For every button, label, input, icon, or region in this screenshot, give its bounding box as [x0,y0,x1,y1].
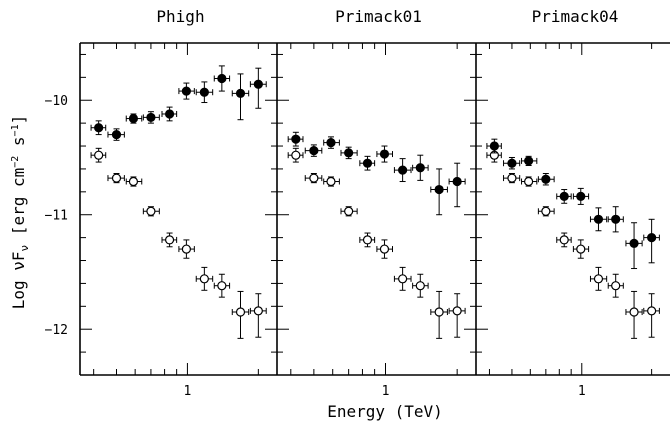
data-point-open [593,274,604,284]
data-point-open [362,235,373,245]
data-point-open [415,281,425,291]
data-point-filled [128,113,139,124]
data-point-filled [181,86,191,96]
panel-3: Primack04 1 [475,7,670,399]
data-point-open [611,281,621,291]
data-point-open [647,306,657,316]
y-tick-label: −11 [45,209,68,224]
y-tick-label: −10 [45,94,68,109]
data-point-filled [309,146,319,156]
data-point-filled [217,73,227,84]
panel-title: Primack01 [335,7,422,26]
data-point-filled [344,148,354,158]
data-point-filled [146,112,156,123]
data-point-open [344,206,354,216]
panel-title: Primack04 [532,7,619,26]
data-point-filled [398,165,408,175]
data-point-open [253,306,263,316]
data-point-filled [253,79,263,89]
y-tick-label: −12 [45,323,68,338]
panel-2: Primack01 1 [276,7,476,399]
data-point-open [507,173,517,183]
data-point-filled [199,87,209,97]
data-point-open [541,206,551,216]
x-tick-label: 1 [382,384,390,399]
data-point-open [199,274,209,284]
data-point-open [111,173,122,183]
data-point-open [559,235,569,245]
data-point-filled [489,141,499,151]
data-point-filled [362,158,373,168]
data-point-open [94,150,104,160]
data-point-open [326,176,336,187]
data-point-filled [326,138,336,148]
data-point-open [309,173,319,183]
data-point-open [524,176,534,187]
data-point-open [181,244,191,254]
y-axis-label: Log νFν [erg cm−2 s−1] [9,115,31,310]
x-tick-label: 1 [184,384,192,399]
data-point-open [629,307,639,317]
data-point-filled [559,191,569,202]
data-point-filled [576,191,586,202]
data-point-open [434,307,444,317]
x-axis-label: Energy (TeV) [327,402,443,421]
data-point-filled [434,184,444,195]
data-point-filled [379,149,390,159]
panel-1: Phigh 1 −10 −11 −12 [45,7,277,399]
data-point-filled [94,123,104,133]
data-point-filled [541,174,551,184]
data-point-filled [629,238,639,248]
data-point-filled [611,214,621,224]
data-point-open [379,244,390,254]
data-point-filled [507,158,517,168]
data-point-filled [524,156,534,166]
data-point-filled [452,176,462,187]
data-point-open [217,281,227,291]
x-tick-label: 1 [578,384,586,399]
data-point-filled [235,88,246,98]
data-point-open [235,307,246,317]
data-point-open [398,274,408,284]
data-point-open [291,150,301,160]
data-point-filled [111,129,122,140]
data-point-open [164,235,175,245]
data-point-open [146,206,156,216]
data-point-open [128,176,139,187]
data-point-filled [164,109,175,119]
data-point-filled [291,134,301,144]
data-point-filled [593,214,604,224]
data-point-open [576,244,586,254]
panel-title: Phigh [156,7,204,26]
data-point-filled [647,233,657,243]
data-point-open [452,306,462,316]
data-point-filled [415,163,425,173]
